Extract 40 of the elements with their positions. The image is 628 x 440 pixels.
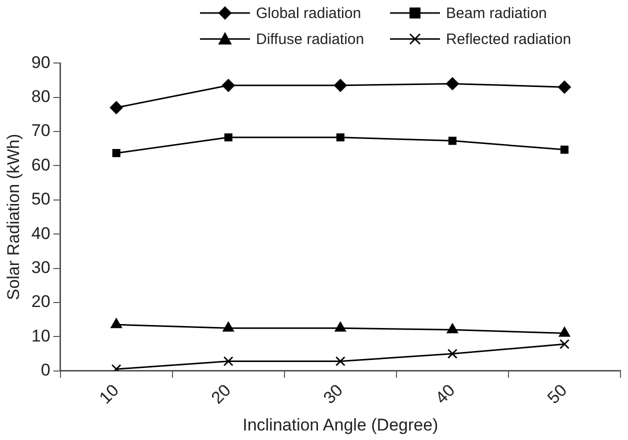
point	[336, 133, 344, 142]
y-tick-label: 50	[31, 190, 50, 209]
x-axis-title: Inclination Angle (Degree)	[242, 415, 438, 434]
legend-label: Diffuse radiation	[256, 30, 364, 48]
point	[224, 133, 232, 142]
point	[448, 136, 456, 145]
x-tick-label: 50	[544, 380, 571, 408]
x-tick-label: 30	[320, 380, 347, 408]
y-tick-label: 60	[31, 155, 50, 174]
point	[223, 356, 234, 366]
point	[222, 322, 234, 332]
y-tick-label: 70	[31, 121, 50, 140]
y-tick-label: 40	[31, 224, 50, 243]
y-axis-title: Solar Radiation (kWh)	[4, 134, 23, 300]
point	[446, 323, 458, 334]
point	[334, 78, 347, 92]
point	[558, 80, 571, 94]
legend-label: Beam radiation	[446, 4, 547, 22]
x-tick-label: 20	[208, 380, 235, 408]
point	[110, 101, 123, 114]
point	[558, 326, 570, 337]
point	[222, 78, 235, 92]
point	[560, 146, 569, 154]
point	[334, 322, 346, 332]
point	[559, 339, 570, 350]
x-tick-label: 40	[432, 380, 459, 408]
legend-label: Global radiation	[256, 4, 362, 22]
y-tick-label: 30	[31, 258, 50, 277]
point	[335, 356, 346, 366]
y-tick-label: 0	[40, 360, 50, 380]
x-tick-label: 10	[96, 380, 122, 408]
y-tick-label: 10	[31, 326, 50, 346]
y-tick-label: 90	[31, 52, 50, 72]
point	[110, 318, 122, 328]
y-tick-label: 80	[31, 87, 50, 106]
point	[447, 348, 458, 359]
legend-label: Reflected radiation	[446, 30, 572, 48]
point	[112, 149, 120, 158]
y-tick-label: 20	[31, 292, 50, 312]
point	[446, 77, 459, 90]
